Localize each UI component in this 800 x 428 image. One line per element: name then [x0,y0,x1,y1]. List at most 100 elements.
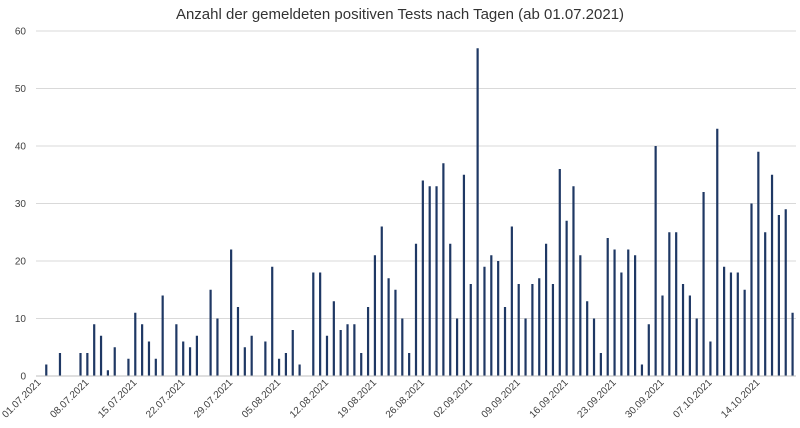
y-tick-label: 30 [15,199,27,210]
chart-title: Anzahl der gemeldeten positiven Tests na… [175,6,625,23]
bar [777,215,780,376]
bar [764,232,767,376]
bar [565,220,568,376]
bar [675,232,678,376]
bars [45,48,794,376]
bar [770,174,774,376]
bar [490,255,493,376]
bar [106,370,109,376]
bar [188,347,192,376]
bar [113,347,116,376]
bar [695,318,698,376]
bar [284,353,288,376]
x-tick-label: 14.10.2021 [719,377,762,420]
x-tick-label: 08.07.2021 [48,377,91,420]
bar [449,243,452,376]
bar [736,272,739,376]
bar [654,146,657,376]
bar [175,324,178,376]
bar [633,255,637,376]
bar [544,243,548,376]
bar [134,312,137,376]
bar [784,209,787,376]
bar [353,324,356,376]
bar [716,128,719,376]
bar [640,364,644,376]
bar [230,249,233,376]
bar [325,335,329,376]
bar [606,238,609,376]
bar [483,266,486,376]
bar [298,364,301,376]
bar [271,266,274,376]
bar [360,353,363,376]
bar [86,353,89,376]
x-tick-label: 19.08.2021 [336,377,379,420]
bar [236,307,240,376]
bar [394,289,397,376]
bar [688,295,691,376]
bar [93,324,96,376]
bar [661,295,664,376]
bar [216,318,219,376]
x-axis: 01.07.2021 08.07.2021 15.07.2021 22.07.2021… [0,377,762,420]
bar [277,358,281,376]
bar [380,226,383,376]
bar [757,151,760,376]
bar [462,174,466,376]
bar [141,324,144,376]
x-tick-label: 26.08.2021 [384,377,427,420]
x-tick-label: 16.09.2021 [528,377,571,420]
bar [551,284,555,376]
bar [613,249,616,376]
bar [702,192,705,376]
bar [442,163,445,376]
bar [579,255,582,376]
bar [729,272,733,376]
bar [291,330,294,376]
bar [99,335,103,376]
x-tick-label: 30.09.2021 [623,377,666,420]
bar [538,278,541,376]
bar [524,318,527,376]
bar [243,347,246,376]
bar [346,324,349,376]
x-tick-label: 05.08.2021 [240,377,283,420]
x-tick-label: 12.08.2021 [288,377,331,420]
y-axis: 0 10 20 30 40 50 60 [15,27,27,383]
x-tick-label: 09.09.2021 [480,377,523,420]
bar [332,301,335,376]
bar [627,249,630,376]
bar [517,284,520,376]
y-tick-label: 40 [15,142,27,153]
bar [319,272,322,376]
x-tick-label: 07.10.2021 [671,377,714,420]
bar [497,261,500,376]
bar [586,301,589,376]
y-tick-label: 20 [15,257,27,268]
bar [45,364,48,376]
bar [127,358,130,376]
bar [476,48,479,376]
bar [339,330,342,376]
bar [647,324,650,376]
x-tick-label: 22.07.2021 [144,377,187,420]
bar [250,335,253,376]
bar [408,353,411,376]
bar [531,284,534,376]
bar [195,335,199,376]
bar [681,284,685,376]
bar [558,169,561,376]
bar [668,232,671,376]
y-tick-label: 0 [20,372,26,383]
bar [599,353,602,376]
y-tick-label: 50 [15,84,27,95]
bar [182,341,185,376]
y-tick-label: 10 [15,314,27,325]
bar [414,243,418,376]
x-tick-label: 29.07.2021 [192,377,235,420]
bar [791,312,794,376]
bar [312,272,315,376]
bar [743,289,746,376]
bar [366,307,370,376]
